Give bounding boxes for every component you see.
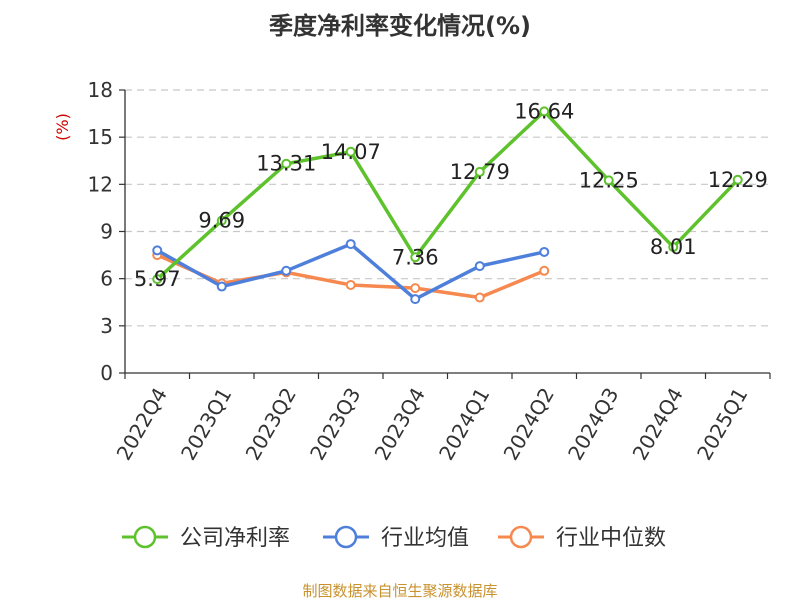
data-point[interactable] [410,283,421,294]
data-point[interactable] [539,106,550,117]
y-tick-label: 3 [100,314,113,338]
data-label: 9.69 [198,209,245,233]
y-tick-label: 9 [100,220,113,244]
legend-marker [334,525,358,549]
data-point[interactable] [345,239,356,250]
data-point[interactable] [216,215,227,226]
data-point[interactable] [474,166,485,177]
series-layer [152,106,743,305]
data-point[interactable] [152,274,163,285]
x-tick-label: 2024Q2 [499,384,559,465]
x-tick-label: 2023Q2 [241,384,301,465]
legend-item-2[interactable]: 行业中位数 [498,525,666,551]
data-label-layer: 5.97 9.69 13.31 14.07 7.36 12.79 16.64 12.25 8.0… [134,99,768,291]
data-point[interactable] [345,279,356,290]
data-point[interactable] [152,245,163,256]
data-label: 12.79 [450,160,510,184]
x-tick-label: 2025Q1 [692,384,752,465]
legend-label: 行业中位数 [556,526,666,551]
y-tick-label: 12 [88,172,113,196]
series-1 [152,239,550,305]
x-tick-label: 2023Q4 [370,384,430,465]
legend-marker [509,525,533,549]
data-point[interactable] [732,174,743,185]
data-point[interactable] [281,158,292,169]
data-point[interactable] [345,146,356,157]
data-label: 5.97 [134,267,181,291]
x-tick-label: 2022Q4 [112,384,172,465]
y-tick-label: 15 [88,125,113,149]
legend[interactable]: 公司净利率 行业均值 行业中位数 [122,525,666,551]
series-0 [152,106,743,285]
data-label: 16.64 [514,99,574,123]
y-tick-label: 0 [100,361,113,385]
data-label: 12.25 [579,168,639,192]
y-tick-label: 18 [88,78,113,102]
data-point[interactable] [410,252,421,263]
chart-title: 季度净利率变化情况(%) [269,12,531,40]
series-2 [152,250,550,303]
data-point[interactable] [474,261,485,272]
y-axis-label: (%) [53,113,72,141]
data-point[interactable] [281,265,292,276]
data-label: 13.31 [256,152,316,176]
series-line [156,242,545,301]
legend-item-0[interactable]: 公司净利率 [122,525,290,551]
data-point[interactable] [216,281,227,292]
legend-item-1[interactable]: 行业均值 [323,525,469,551]
legend-label: 公司净利率 [180,526,290,551]
data-point[interactable] [539,265,550,276]
data-point[interactable] [410,294,421,305]
data-label: 8.01 [650,235,697,259]
x-tick-label: 2024Q4 [628,384,688,465]
x-tick-label: 2024Q3 [563,384,623,465]
x-tick-label: 2023Q1 [176,384,236,465]
data-point[interactable] [668,242,679,253]
series-line [156,253,545,300]
series-line [156,109,740,281]
legend-label: 行业均值 [381,526,469,551]
data-label: 7.36 [392,245,439,269]
data-point[interactable] [539,246,550,257]
source-note: 制图数据来自恒生聚源数据库 [302,582,497,600]
y-tick-label: 6 [100,267,113,291]
data-label: 14.07 [321,140,381,164]
data-label: 12.29 [708,168,768,192]
data-point[interactable] [474,292,485,303]
x-tick-label: 2024Q1 [434,384,494,465]
x-tick-label: 2023Q3 [305,384,365,465]
data-point[interactable] [603,175,614,186]
legend-marker [133,525,157,549]
